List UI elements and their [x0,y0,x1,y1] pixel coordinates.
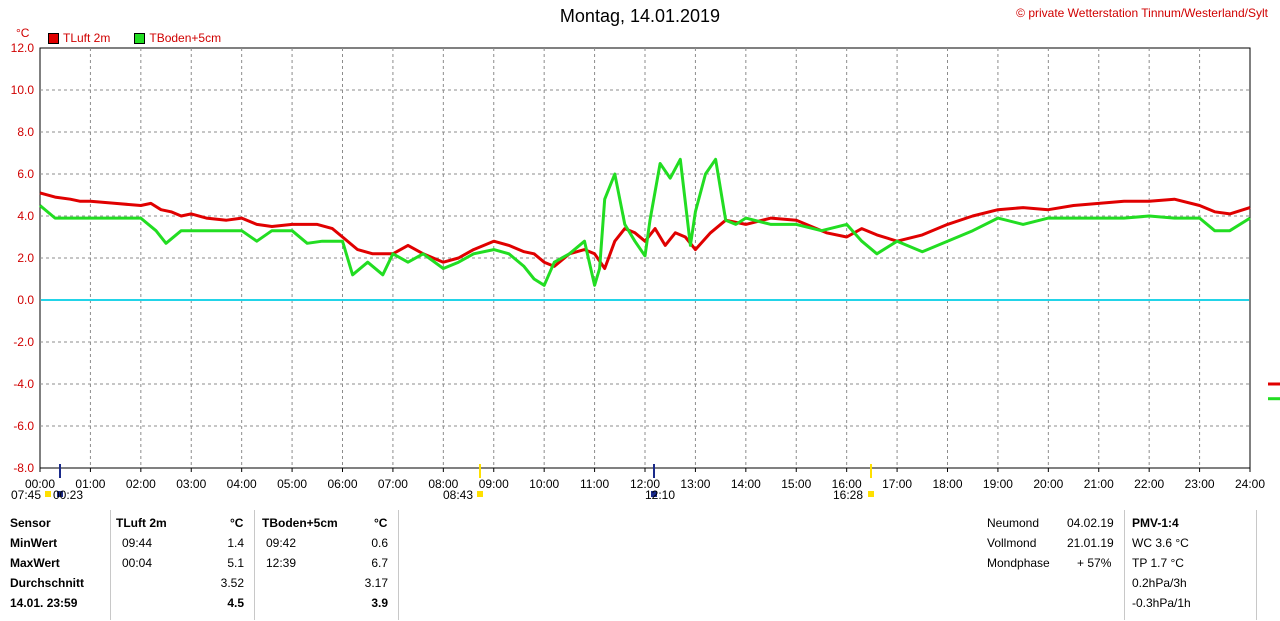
row-avg-label: Durchschnitt [10,576,85,590]
copyright-text: © private Wetterstation Tinnum/Westerlan… [1016,6,1268,20]
x-tick-label: 21:00 [1084,477,1114,491]
x-tick-label: 24:00 [1235,477,1265,491]
x-tick-label: 15:00 [781,477,811,491]
moon-fullmoon-label: Vollmond [987,536,1037,550]
row-avg-t2-val: 3.17 [364,576,388,590]
event-marker-label: 00:23 [53,488,83,502]
moon-newmoon-value: 04.02.19 [1067,516,1114,530]
table-header-sensor: Sensor [10,516,51,530]
row-avg-t1-val: 3.52 [220,576,244,590]
row-max-t1-time: 00:04 [122,556,153,570]
legend-swatch-tboden [134,32,146,44]
y-axis-unit: °C [16,26,30,40]
x-tick-label: 05:00 [277,477,307,491]
event-marker-icon [868,491,874,497]
table-header-tboden: TBoden+5cm [262,516,338,530]
table-divider [1124,510,1125,620]
series-line-tluft [39,191,1251,270]
y-tick-label: 0.0 [17,293,34,307]
x-tick-label: 09:00 [479,477,509,491]
row-min-t2-val: 0.6 [371,536,388,550]
x-tick-label: 19:00 [983,477,1013,491]
x-tick-label: 11:00 [580,477,609,491]
event-marker-label: 16:28 [833,488,863,502]
x-tick-label: 02:00 [126,477,156,491]
x-tick-label: 06:00 [327,477,357,491]
row-current-label: 14.01. 23:59 [10,596,78,610]
x-tick-label: 16:00 [832,477,862,491]
y-tick-label: 12.0 [11,41,35,55]
row-min-t1-val: 1.4 [227,536,244,550]
row-max-t2-time: 12:39 [266,556,297,570]
legend-item-tluft: TLuft 2m [48,31,110,45]
x-tick-label: 22:00 [1134,477,1164,491]
pmv-line-p1h: -0.3hPa/1h [1132,596,1191,610]
y-tick-label: 2.0 [17,251,34,265]
y-tick-label: -2.0 [13,335,34,349]
x-tick-label: 04:00 [227,477,257,491]
table-header-unit2: °C [374,516,388,530]
legend-label-tluft: TLuft 2m [63,31,111,45]
row-max-t1-val: 5.1 [227,556,244,570]
moon-phase-value: + 57% [1077,556,1112,570]
x-tick-label: 14:00 [731,477,761,491]
y-tick-label: -6.0 [13,419,34,433]
y-tick-label: -8.0 [13,461,34,475]
row-current-t2-val: 3.9 [371,596,388,610]
x-tick-label: 12:00 [630,477,660,491]
y-tick-label: -4.0 [13,377,34,391]
table-divider [254,510,255,620]
x-tick-label: 23:00 [1185,477,1215,491]
row-current-t1-val: 4.5 [227,596,244,610]
pmv-line-wc: WC 3.6 °C [1132,536,1189,550]
row-max-label: MaxWert [10,556,60,570]
y-tick-label: 8.0 [17,125,34,139]
event-marker-icon [477,491,483,497]
row-min-label: MinWert [10,536,58,550]
series-line-tboden [39,157,1251,287]
y-tick-label: 4.0 [17,209,34,223]
table-header-unit1: °C [230,516,244,530]
x-tick-label: 20:00 [1033,477,1063,491]
y-tick-label: 10.0 [11,83,35,97]
event-marker-icon [57,491,63,497]
row-max-t2-val: 6.7 [371,556,388,570]
x-tick-label: 10:00 [529,477,559,491]
moon-phase-label: Mondphase [987,556,1050,570]
event-marker-label: 08:43 [443,488,473,502]
copyright-symbol: © [1016,6,1025,20]
table-divider [110,510,111,620]
moon-newmoon-label: Neumond [987,516,1040,530]
x-tick-label: 18:00 [932,477,962,491]
legend-label-tboden: TBoden+5cm [149,31,222,45]
event-marker-label: 12:10 [645,488,675,502]
x-tick-label: 01:00 [75,477,105,491]
table-divider [398,510,399,620]
stats-table: Sensor TLuft 2m °C TBoden+5cm °C MinWert… [0,510,1280,621]
legend: TLuft 2m TBoden+5cm [48,31,221,45]
copyright-label: private Wetterstation Tinnum/Westerland/… [1028,6,1268,20]
event-marker-label: 07:45 [11,488,41,502]
x-tick-label: 03:00 [176,477,206,491]
moon-fullmoon-value: 21.01.19 [1067,536,1114,550]
chart-title: Montag, 14.01.2019 [559,6,721,26]
x-tick-label: 17:00 [882,477,912,491]
x-tick-label: 08:00 [428,477,458,491]
row-min-t2-time: 09:42 [266,536,297,550]
pmv-line-tp: TP 1.7 °C [1132,556,1184,570]
y-tick-label: 6.0 [17,167,34,181]
table-header-tluft: TLuft 2m [116,516,167,530]
pmv-line-p3h: 0.2hPa/3h [1132,576,1187,590]
row-min-t1-time: 09:44 [122,536,153,550]
event-marker-icon [651,491,657,497]
event-marker-icon [45,491,51,497]
x-tick-label: 07:00 [378,477,408,491]
pmv-title: PMV-1:4 [1132,516,1179,530]
x-tick-label: 00:00 [25,477,55,491]
legend-item-tboden: TBoden+5cm [134,31,221,45]
legend-swatch-tluft [48,32,59,44]
x-tick-label: 13:00 [680,477,710,491]
table-divider [1256,510,1257,620]
